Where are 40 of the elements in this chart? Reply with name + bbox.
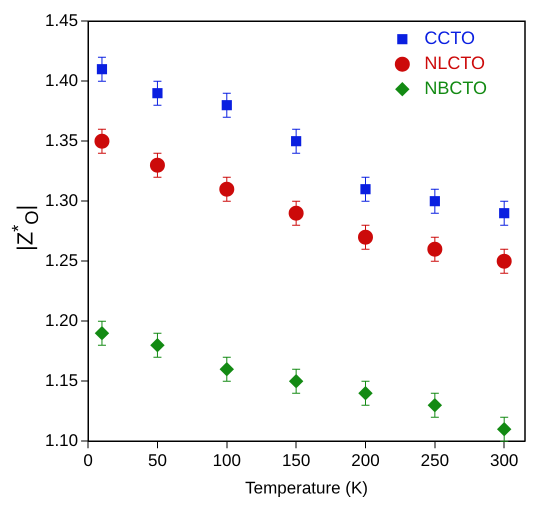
point (360, 184, 371, 194)
point (150, 338, 164, 352)
y-tick-label: 1.25 (44, 250, 78, 270)
x-tick-label: 50 (148, 451, 167, 470)
point (291, 136, 302, 146)
point (496, 254, 512, 269)
point (152, 88, 163, 98)
y-tick-label: 1.35 (44, 130, 78, 150)
point (150, 158, 165, 173)
point (430, 196, 440, 206)
x-axis-title: Temperature (K) (245, 478, 368, 498)
point (428, 398, 442, 412)
point (94, 134, 110, 149)
point (427, 242, 442, 257)
point (96, 64, 108, 74)
point (219, 182, 234, 197)
y-tick-label: 1.40 (44, 70, 78, 90)
x-tick-label: 250 (420, 451, 450, 470)
x-tick-label: 150 (282, 451, 310, 470)
point (288, 206, 304, 221)
point (289, 374, 304, 388)
point (220, 362, 234, 376)
x-tick-label: 300 (490, 451, 518, 470)
point (358, 386, 372, 400)
legend-label: NBCTO (424, 78, 488, 98)
x-tick-label: 100 (212, 451, 241, 470)
y-tick-label: 1.10 (44, 430, 78, 450)
x-tick-label: 200 (351, 451, 380, 470)
y-tick-label: 1.30 (44, 190, 78, 210)
legend-label: NLCTO (424, 53, 486, 74)
point (497, 422, 512, 436)
point (358, 230, 373, 245)
y-tick-label: 1.15 (44, 370, 78, 390)
legend-label: CCTO (424, 28, 475, 48)
y-tick-label: 1.20 (44, 310, 78, 330)
y-tick-label: 1.45 (44, 10, 78, 30)
point (499, 208, 510, 218)
point (222, 100, 232, 110)
x-tick-label: 0 (83, 451, 93, 470)
point (94, 326, 109, 340)
